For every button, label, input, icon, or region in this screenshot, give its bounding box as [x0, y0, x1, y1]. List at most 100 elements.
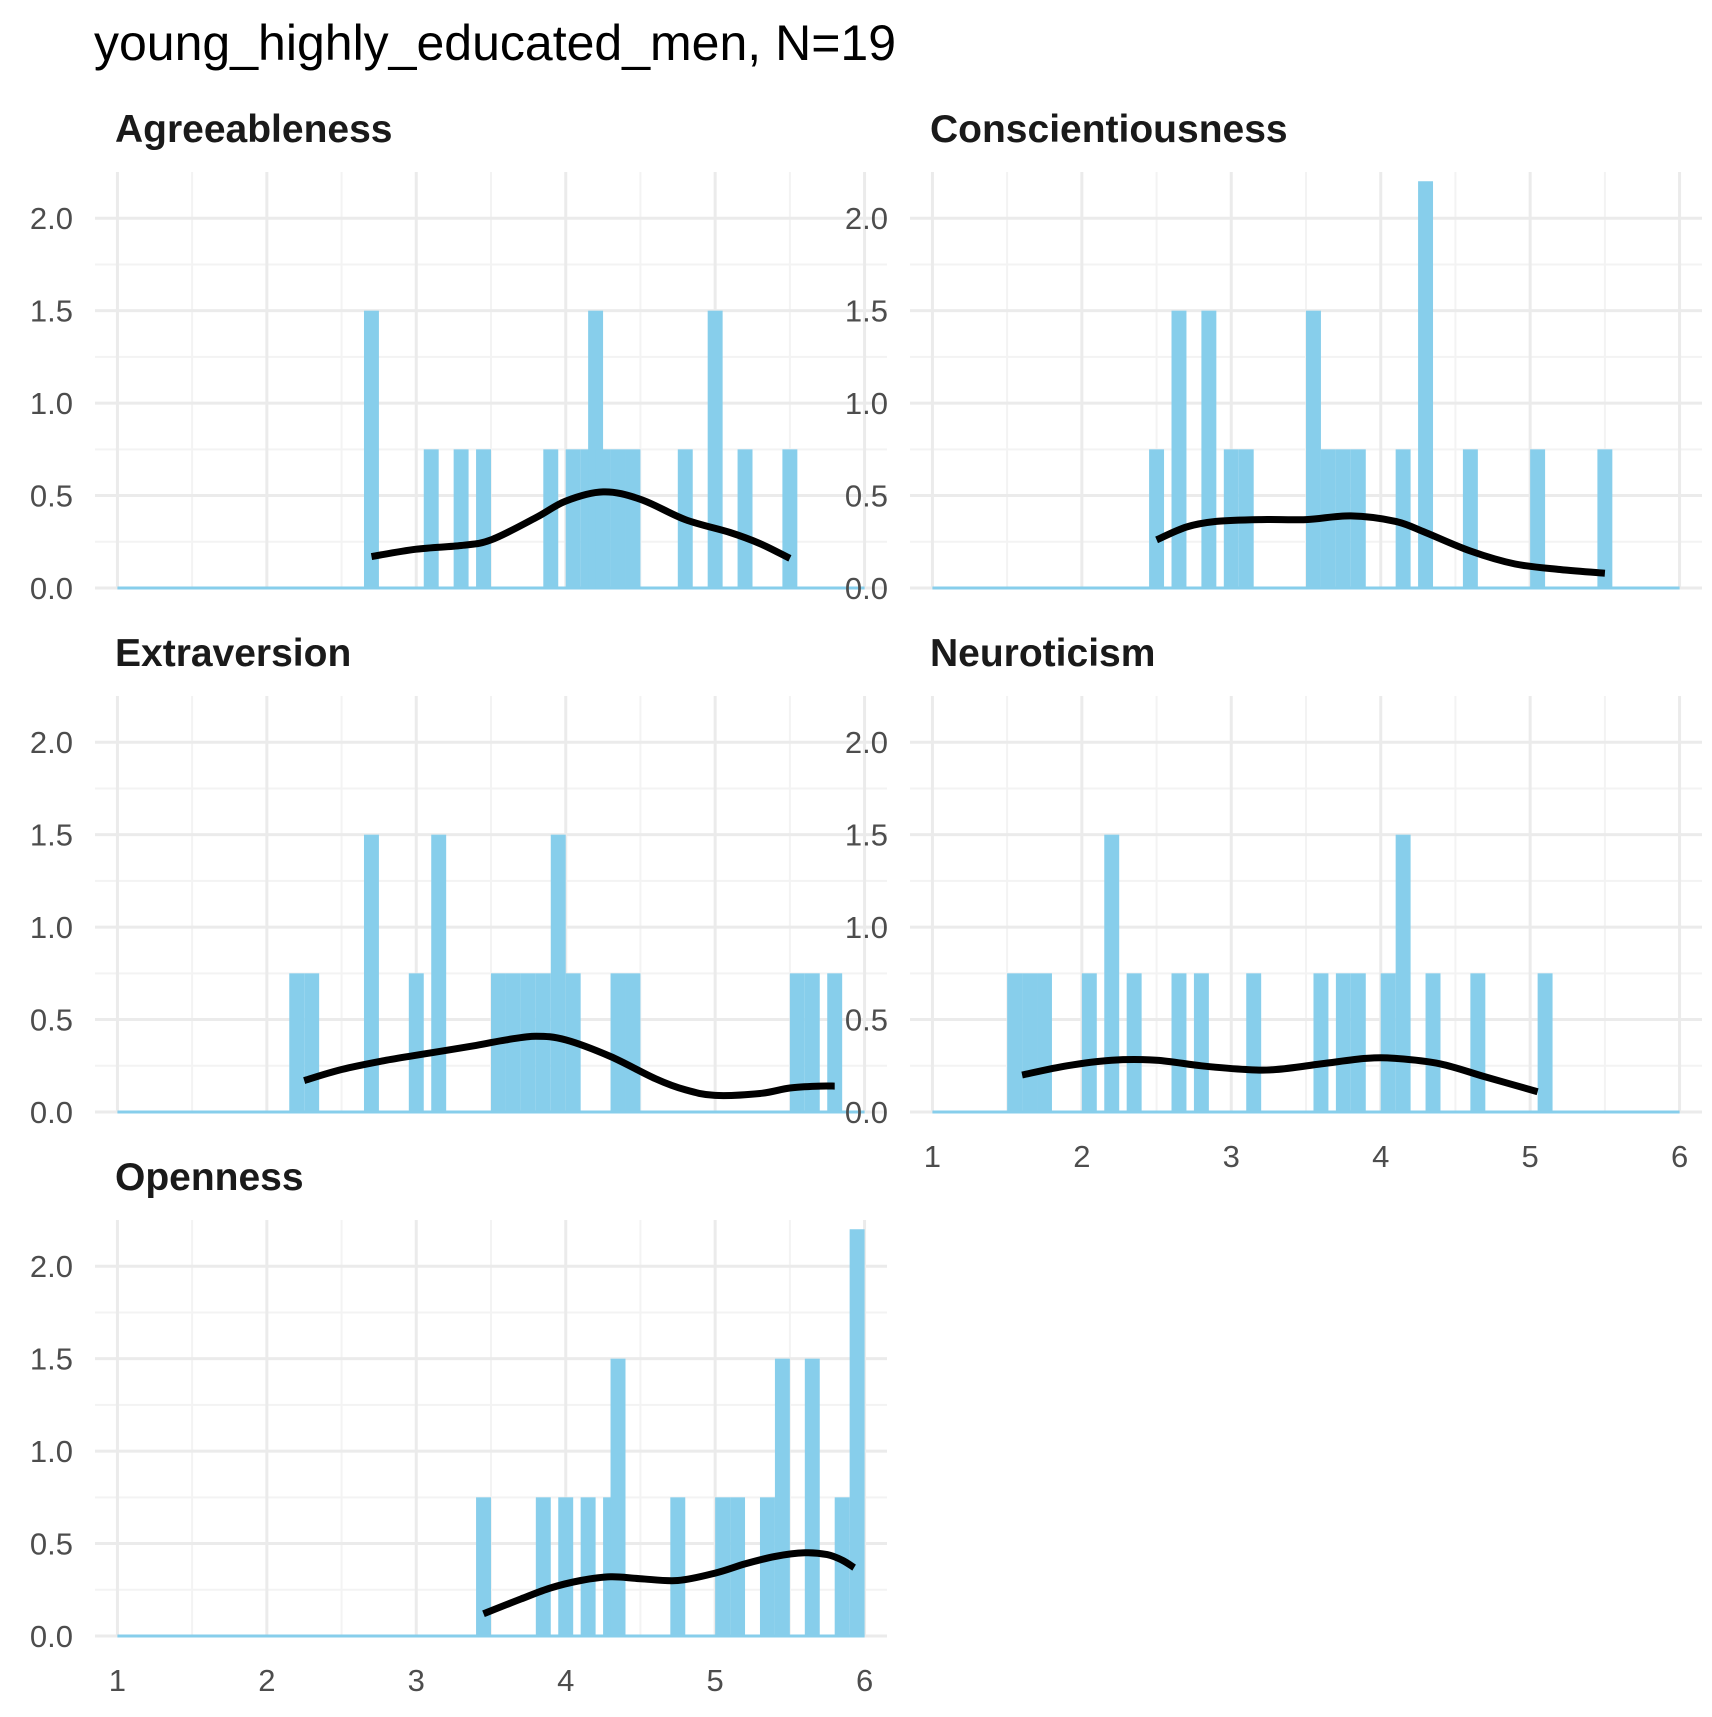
- y-tick-label: 1.0: [30, 386, 73, 421]
- x-tick-label: 2: [258, 1663, 275, 1698]
- histogram-bar: [1007, 973, 1022, 1112]
- histogram-bar: [581, 1497, 596, 1636]
- histogram-bar: [1597, 449, 1612, 588]
- y-tick-label: 0.5: [30, 1527, 73, 1562]
- histogram-bar: [1082, 973, 1097, 1112]
- histogram-bar: [596, 449, 611, 588]
- histogram-bar: [566, 449, 581, 588]
- y-tick-label: 1.0: [845, 910, 888, 945]
- histogram-bar: [1104, 835, 1119, 1112]
- histogram-bar: [805, 973, 820, 1112]
- panel-title: Agreeableness: [115, 108, 392, 151]
- histogram-bar: [424, 449, 439, 588]
- panel-conscientiousness: Conscientiousness 0.0 0.5 1.0 1.5 2.0: [845, 108, 1702, 606]
- histogram-bar: [670, 1497, 685, 1636]
- y-tick-label: 0.5: [30, 1003, 73, 1038]
- histogram-bar: [1351, 973, 1366, 1112]
- histogram-bar: [1037, 973, 1052, 1112]
- density-curve: [1022, 1058, 1538, 1092]
- y-tick-label: 2.0: [30, 201, 73, 236]
- histogram-bar: [454, 449, 469, 588]
- histogram-bar: [1172, 973, 1187, 1112]
- y-tick-label: 2.0: [845, 201, 888, 236]
- histogram-bar: [409, 973, 424, 1112]
- histogram-bar: [1149, 449, 1164, 588]
- histogram-bar: [1396, 835, 1411, 1112]
- y-tick-label: 0.0: [30, 571, 73, 606]
- y-tick-label: 0.0: [845, 1095, 888, 1130]
- panel-title: Extraversion: [115, 632, 351, 675]
- histogram-bar: [1336, 973, 1351, 1112]
- y-tick-label: 2.0: [30, 1249, 73, 1284]
- y-tick-label: 1.5: [30, 294, 73, 329]
- histogram-bar: [1426, 973, 1441, 1112]
- x-tick-label: 5: [1522, 1139, 1539, 1174]
- histogram-bar: [1313, 973, 1328, 1112]
- panel-neuroticism: Neuroticism 0.0 0.5 1.0 1.5 2.0 1 2 3 4 5 6: [845, 632, 1702, 1174]
- x-tick-label: 6: [1671, 1139, 1688, 1174]
- histogram-bar: [304, 973, 319, 1112]
- x-tick-label: 3: [408, 1663, 425, 1698]
- y-tick-label: 2.0: [30, 725, 73, 760]
- histogram-bar: [760, 1497, 775, 1636]
- panel-agreeableness: Agreeableness 0.0 0.5 1.0 1.5 2.0: [30, 108, 887, 606]
- histogram-bar: [1381, 973, 1396, 1112]
- y-tick-label: 0.0: [845, 571, 888, 606]
- histogram-bar: [1538, 973, 1553, 1112]
- y-tick-label: 1.0: [30, 910, 73, 945]
- panel-openness: Openness0.00.51.01.52.01 2 3 4 5 6: [30, 1156, 887, 1698]
- histogram-bar: [1470, 973, 1485, 1112]
- histogram-bar: [1194, 973, 1209, 1112]
- x-tick-label: 6: [856, 1663, 873, 1698]
- histogram-bar: [476, 449, 491, 588]
- histogram-bar: [431, 835, 446, 1112]
- histogram-bar: [543, 449, 558, 588]
- y-tick-label: 0.0: [30, 1619, 73, 1654]
- y-tick-label: 0.5: [845, 1003, 888, 1038]
- histogram-bar: [775, 1359, 790, 1636]
- y-tick-label: 1.5: [845, 294, 888, 329]
- x-tick-label: 2: [1073, 1139, 1090, 1174]
- histogram-bar: [625, 973, 640, 1112]
- histogram-bar: [1127, 973, 1142, 1112]
- y-tick-label: 1.5: [845, 818, 888, 853]
- histogram-bar: [1172, 311, 1187, 588]
- x-tick-label: 3: [1223, 1139, 1240, 1174]
- histogram-bar: [364, 311, 379, 588]
- y-tick-label: 1.0: [30, 1434, 73, 1469]
- histogram-bar: [1022, 973, 1037, 1112]
- y-tick-label: 0.5: [845, 479, 888, 514]
- histogram-bar: [611, 973, 626, 1112]
- histogram-bar: [625, 449, 640, 588]
- x-tick-label: 4: [557, 1663, 574, 1698]
- x-tick-label: 5: [707, 1663, 724, 1698]
- x-tick-label: 1: [924, 1139, 941, 1174]
- histogram-bar: [521, 973, 536, 1112]
- x-tick-label: 1: [109, 1663, 126, 1698]
- histogram-bar: [536, 973, 551, 1112]
- y-tick-label: 1.5: [30, 818, 73, 853]
- x-tick-label: 4: [1372, 1139, 1389, 1174]
- histogram-bar: [782, 449, 797, 588]
- histogram-bar: [850, 1229, 865, 1636]
- histogram-bar: [708, 311, 723, 588]
- histogram-bar: [1306, 311, 1321, 588]
- y-tick-label: 1.0: [845, 386, 888, 421]
- panel-title: Conscientiousness: [930, 108, 1288, 151]
- histogram-bar: [1246, 973, 1261, 1112]
- histogram-bar: [364, 835, 379, 1112]
- panel-extraversion: Extraversion 0.0 0.5 1.0 1.5 2.0: [30, 632, 887, 1130]
- histogram-bar: [611, 449, 626, 588]
- histogram-bar: [1463, 449, 1478, 588]
- histogram-bar: [827, 973, 842, 1112]
- y-tick-label: 2.0: [845, 725, 888, 760]
- panel-title: Neuroticism: [930, 632, 1155, 675]
- y-tick-label: 0.5: [30, 479, 73, 514]
- chart-title: young_highly_educated_men, N=19: [94, 14, 896, 72]
- histogram-bar: [536, 1497, 551, 1636]
- histogram-bar: [738, 449, 753, 588]
- y-tick-label: 1.5: [30, 1342, 73, 1377]
- histogram-bar: [551, 835, 566, 1112]
